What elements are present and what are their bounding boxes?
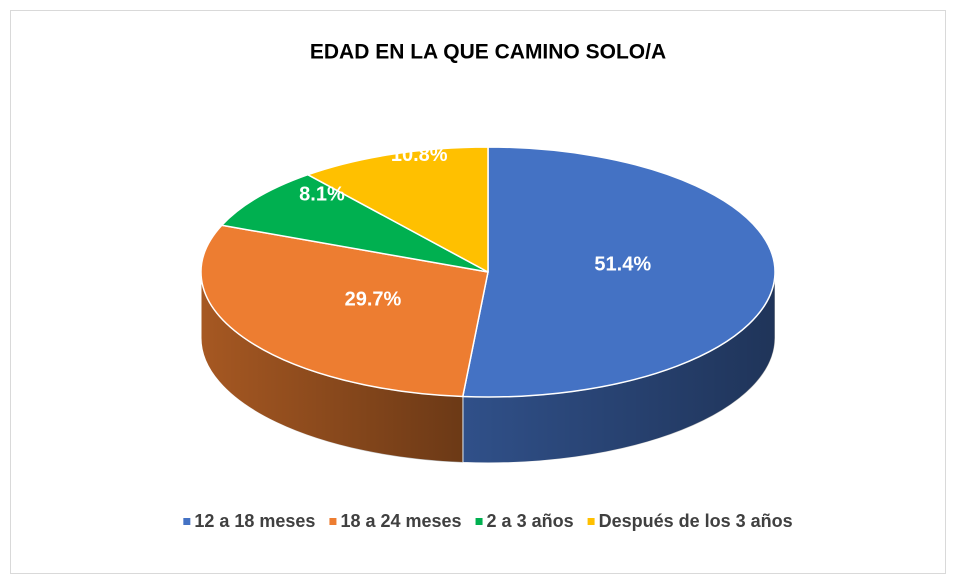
- data-label: 8.1%: [299, 183, 345, 205]
- pie-side-shade: [200, 272, 463, 463]
- legend-label: 12 a 18 meses: [194, 511, 315, 531]
- chart-title: EDAD EN LA QUE CAMINO SOLO/A: [310, 41, 666, 64]
- data-label: 51.4%: [594, 254, 651, 276]
- legend-swatch: [183, 518, 191, 525]
- pie-slice: [307, 146, 489, 273]
- legend-swatch: [587, 518, 595, 525]
- pie-slice: [462, 146, 776, 398]
- legend-label: 2 a 3 años: [487, 511, 574, 531]
- legend-swatch: [329, 518, 337, 525]
- data-label: 29.7%: [345, 289, 402, 311]
- legend-swatch: [475, 518, 483, 525]
- pie-side-shade: [462, 272, 775, 463]
- legend-label: 18 a 24 meses: [340, 511, 461, 531]
- data-label: 10.8%: [391, 144, 448, 166]
- pie-slice: [200, 224, 489, 398]
- legend-label: Después de los 3 años: [599, 511, 793, 531]
- pie-slice: [221, 173, 489, 273]
